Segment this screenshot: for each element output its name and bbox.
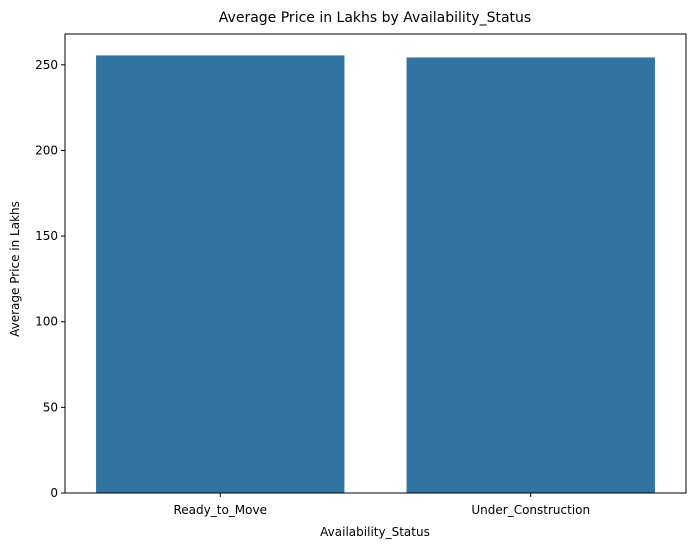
bar-ready-to-move xyxy=(96,55,345,494)
x-ticks-group: Ready_to_Move Under_Construction xyxy=(174,493,590,517)
x-tick-label: Ready_to_Move xyxy=(174,503,267,517)
chart-title: Average Price in Lakhs by Availability_S… xyxy=(219,10,531,26)
y-tick-label: 100 xyxy=(35,315,58,329)
y-tick-label: 250 xyxy=(35,58,58,72)
bars-group xyxy=(96,55,655,494)
plot-frame xyxy=(64,33,687,494)
x-tick-label: Under_Construction xyxy=(471,503,590,517)
y-ticks-group: 0 50 100 150 200 250 xyxy=(35,58,65,500)
y-tick-label: 50 xyxy=(43,400,58,414)
bar-under-construction xyxy=(406,57,655,493)
x-axis-label: Availability_Status xyxy=(320,525,430,539)
y-tick-label: 150 xyxy=(35,229,58,243)
y-tick-label: 200 xyxy=(35,143,58,157)
y-tick-label: 0 xyxy=(50,486,58,500)
y-axis-label: Average Price in Lakhs xyxy=(8,201,22,337)
